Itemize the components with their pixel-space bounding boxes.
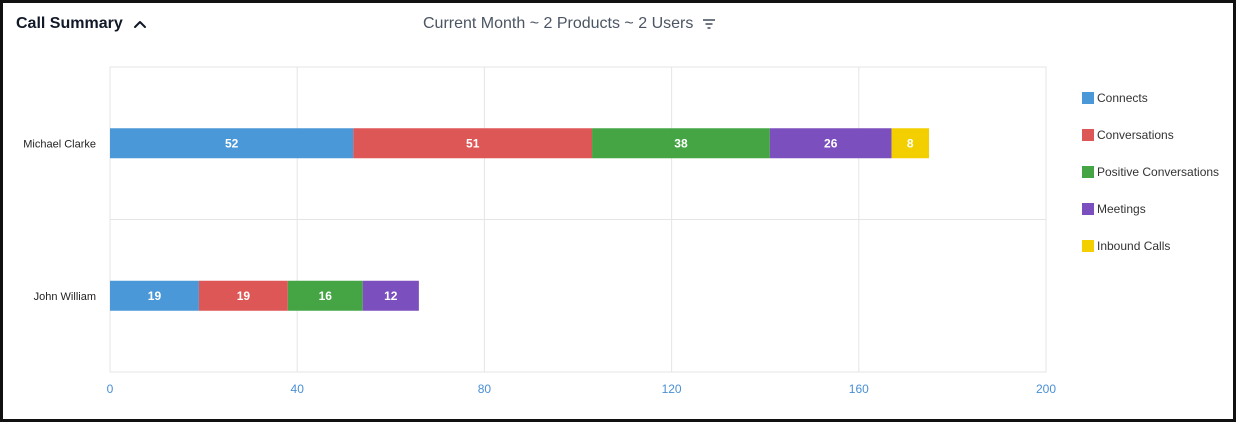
bar-data-label: 26: [824, 136, 838, 150]
bar-data-label: 52: [225, 136, 239, 150]
legend-label: Meetings: [1097, 201, 1146, 216]
panel-header: Call Summary: [16, 15, 147, 33]
bar-segment[interactable]: [353, 128, 593, 159]
y-category-label: John William: [34, 291, 96, 303]
x-tick-label: 40: [291, 382, 305, 396]
bar-segment[interactable]: [287, 280, 363, 311]
legend-swatch: [1082, 128, 1094, 141]
legend-item[interactable]: Connects: [1082, 79, 1219, 116]
legend-item[interactable]: Meetings: [1082, 190, 1219, 227]
x-tick-label: 120: [662, 382, 682, 396]
bar-data-label: 8: [907, 136, 914, 150]
bar-data-label: 38: [674, 136, 688, 150]
bar-data-label: 19: [237, 289, 251, 303]
legend-label: Conversations: [1097, 127, 1174, 142]
bar-data-label: 16: [319, 289, 333, 303]
bar-data-label: 19: [148, 289, 162, 303]
x-tick-label: 160: [849, 382, 869, 396]
chart-legend: Connects Conversations Positive Conversati…: [1082, 79, 1219, 264]
filter-summary-text: Current Month ~ 2 Products ~ 2 Users: [423, 15, 694, 32]
stacked-bar-chart: 0 40 80 120 160 200 Michael Clarke 52 51 38 26 8 Joh…: [23, 66, 1056, 396]
chevron-up-icon[interactable]: [133, 17, 147, 31]
bar-segment[interactable]: [592, 128, 770, 159]
legend-item[interactable]: Positive Conversations: [1082, 153, 1219, 190]
bar-segment[interactable]: [198, 280, 288, 311]
legend-item[interactable]: Conversations: [1082, 116, 1219, 153]
legend-label: Inbound Calls: [1097, 238, 1171, 253]
x-tick-label: 80: [478, 382, 492, 396]
bar-data-label: 51: [466, 136, 480, 150]
bar-segment[interactable]: [362, 280, 419, 311]
x-tick-label: 200: [1036, 382, 1056, 396]
bar-segment[interactable]: [110, 280, 199, 311]
legend-label: Positive Conversations: [1097, 164, 1220, 179]
legend-item[interactable]: Inbound Calls: [1082, 227, 1219, 264]
legend-swatch: [1082, 91, 1094, 104]
x-tick-label: 0: [107, 382, 114, 396]
bar-segment[interactable]: [891, 128, 929, 159]
legend-label: Connects: [1097, 90, 1148, 105]
panel-title: Call Summary: [16, 15, 123, 32]
bar-data-label: 12: [384, 289, 398, 303]
y-category-label: Michael Clarke: [23, 138, 96, 150]
legend-swatch: [1082, 202, 1094, 215]
filter-summary[interactable]: Current Month ~ 2 Products ~ 2 Users: [423, 15, 717, 33]
filter-icon[interactable]: [701, 16, 717, 32]
legend-swatch: [1082, 165, 1094, 178]
bar-segment[interactable]: [769, 128, 892, 159]
legend-swatch: [1082, 239, 1094, 252]
bar-segment[interactable]: [110, 128, 354, 159]
